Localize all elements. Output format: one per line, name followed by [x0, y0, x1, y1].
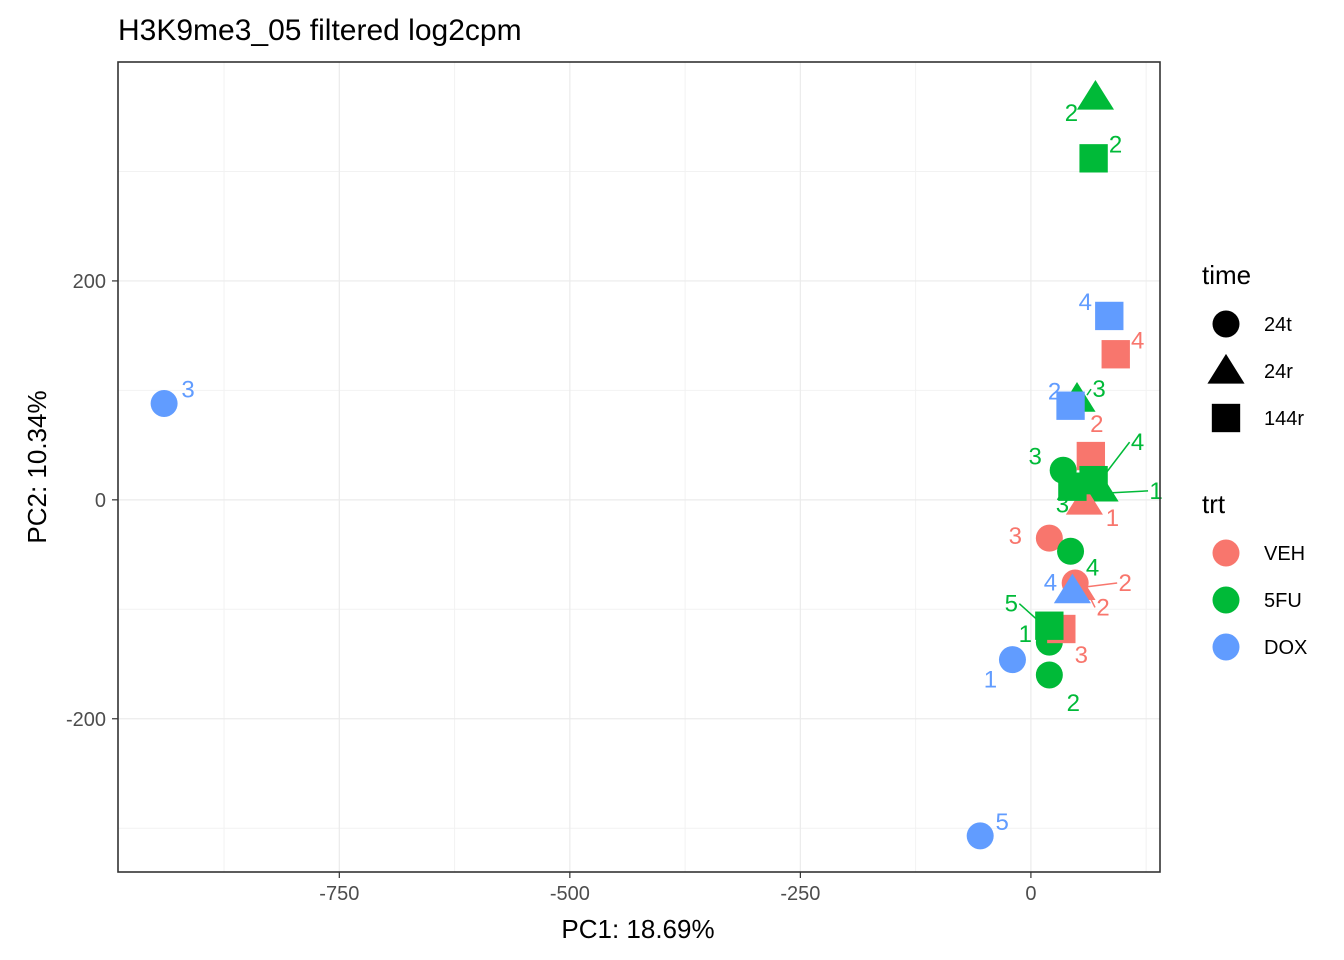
data-point — [1035, 524, 1063, 552]
x-axis-title: PC1: 18.69% — [561, 914, 714, 944]
data-point — [1076, 79, 1115, 110]
legend-label: 5FU — [1264, 590, 1302, 612]
data-point-label: 4 — [1044, 570, 1057, 597]
legend-title: time — [1202, 260, 1251, 290]
data-point — [1101, 340, 1130, 369]
legend-label: 24r — [1264, 361, 1293, 383]
data-point-label: 1 — [1019, 621, 1032, 648]
legend-label: DOX — [1264, 637, 1307, 659]
legend-key — [1212, 586, 1240, 614]
legend-key — [1207, 353, 1245, 384]
legend-label: 24t — [1264, 314, 1292, 336]
data-point — [1058, 472, 1087, 501]
y-tick-label: -200 — [66, 709, 106, 731]
x-tick-label: -750 — [319, 883, 359, 905]
label-leader-line — [1103, 441, 1131, 477]
data-point-label: 3 — [1028, 443, 1041, 470]
data-point-label: 2 — [1109, 131, 1122, 158]
data-point-label: 3 — [1075, 642, 1088, 669]
legend-label: VEH — [1264, 543, 1305, 565]
chart-title: H3K9me3_05 filtered log2cpm — [118, 14, 522, 47]
x-tick-label: -500 — [550, 883, 590, 905]
data-point — [966, 822, 994, 850]
data-point-label: 3 — [1009, 523, 1022, 550]
legend-key — [1211, 403, 1241, 433]
legend-area: time 24t 24r 144r trt VEH 5FU DOX — [1202, 260, 1307, 661]
legend-key — [1212, 539, 1240, 567]
data-point — [1056, 391, 1085, 420]
legend-label: 144r — [1264, 408, 1304, 430]
data-point-label: 4 — [1131, 327, 1144, 354]
data-point-label: 2 — [1096, 594, 1109, 621]
y-tick-label: 0 — [95, 490, 106, 512]
panel-border — [117, 61, 1161, 873]
data-point-label: 5 — [1005, 591, 1018, 618]
label-leader-line — [1086, 388, 1092, 396]
data-point — [1057, 537, 1085, 565]
data-point-label: 2 — [1048, 379, 1061, 406]
data-point-label: 2 — [1067, 690, 1080, 717]
data-point — [1095, 301, 1124, 331]
data-point — [1053, 573, 1091, 604]
data-point — [1035, 611, 1064, 640]
data-point-label: 4 — [1131, 429, 1144, 456]
label-leader-line — [1018, 603, 1040, 623]
legend-key — [1212, 633, 1240, 661]
data-point-label: 2 — [1118, 570, 1131, 597]
legend-key — [1212, 310, 1240, 338]
data-point — [1079, 144, 1108, 173]
data-point-label: 1 — [984, 667, 997, 694]
data-point — [150, 390, 178, 418]
data-point-label: 3 — [1092, 376, 1105, 403]
legend-title: trt — [1202, 489, 1226, 519]
data-point — [998, 646, 1026, 674]
plot-panel: -750 -500 -250 0-20002003513234122311242442… — [66, 61, 1163, 905]
data-point — [1035, 661, 1063, 689]
y-tick-label: 200 — [73, 271, 106, 293]
data-point-label: 2 — [1090, 411, 1103, 438]
x-tick-label: 0 — [1025, 883, 1036, 905]
data-point-label: 4 — [1086, 554, 1099, 581]
data-point-label: 4 — [1079, 289, 1092, 316]
data-point-label: 3 — [1056, 492, 1069, 519]
data-point-label: 1 — [1106, 505, 1119, 532]
label-leader-line — [1086, 591, 1096, 608]
data-point-label: 3 — [181, 377, 194, 404]
data-point-label: 2 — [1065, 100, 1078, 127]
label-leader-line — [1110, 490, 1149, 494]
y-axis-title: PC2: 10.34% — [22, 390, 52, 543]
x-tick-label: -250 — [780, 883, 820, 905]
panel-background — [118, 62, 1160, 872]
data-point — [1076, 441, 1106, 471]
data-point-label: 5 — [996, 809, 1009, 836]
label-leader-line — [1085, 582, 1118, 588]
